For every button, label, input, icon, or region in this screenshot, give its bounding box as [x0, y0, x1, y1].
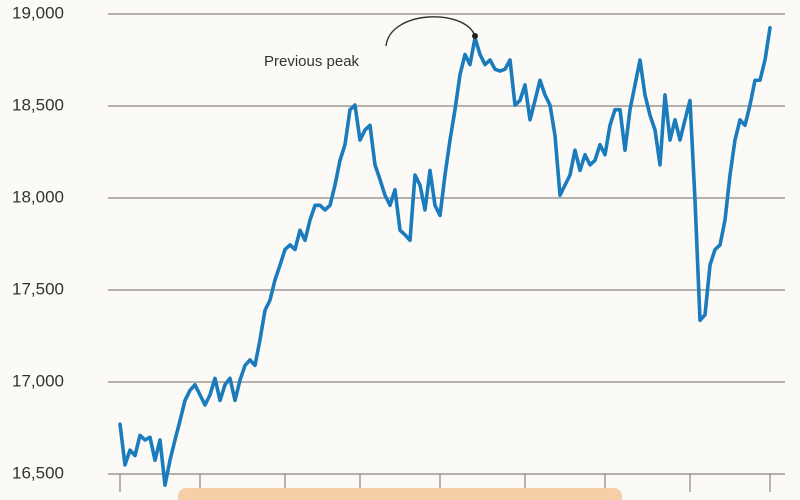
y-tick-label: 16,500 [12, 463, 64, 482]
highlight-band [178, 488, 622, 500]
annotation-arrow [385, 16, 476, 47]
annotation-dot [472, 33, 478, 39]
plot [118, 26, 772, 487]
line [118, 26, 772, 487]
grid: 16,500 17,000 17,500 18,000 18,500 19,000 [12, 3, 785, 482]
y-tick-label: 18,500 [12, 95, 64, 114]
x-axis-ticks [119, 474, 771, 492]
annotation-text: Previous peak [264, 53, 360, 70]
y-tick-label: 18,000 [12, 187, 64, 206]
y-tick-label: 17,000 [12, 371, 64, 390]
y-tick-label: 17,500 [12, 279, 64, 298]
y-tick-label: 19,000 [12, 3, 64, 22]
